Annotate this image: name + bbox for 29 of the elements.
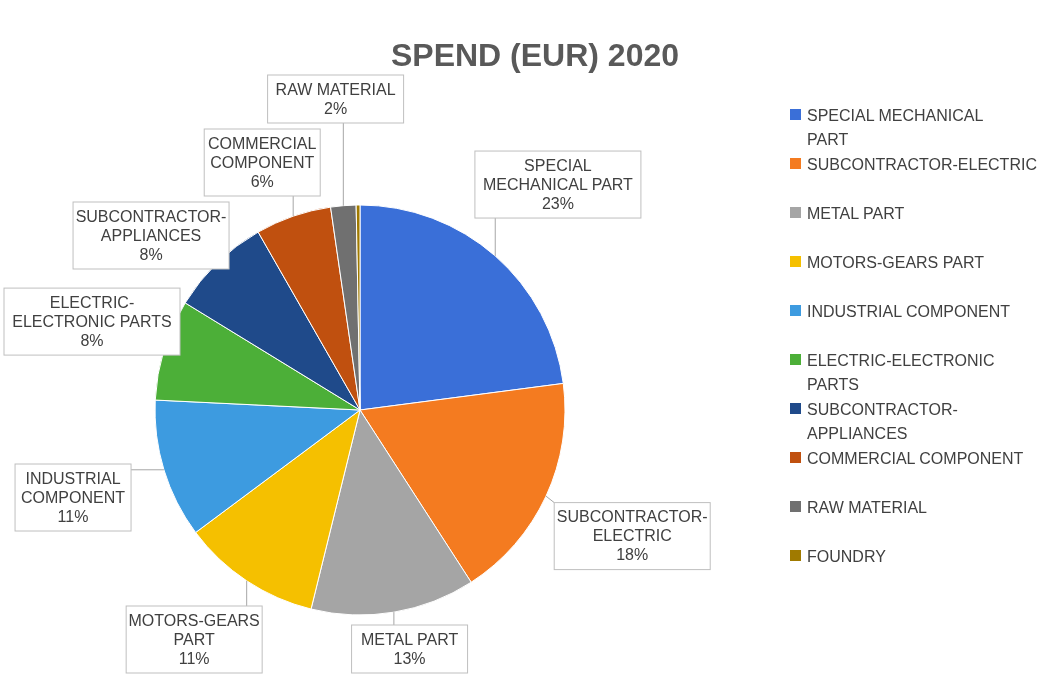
slice-label: METAL PART	[360, 630, 459, 648]
data-label: 13%	[393, 649, 426, 667]
slice-label: INDUSTRIAL COMPONENT	[21, 469, 126, 506]
data-label: 2%	[324, 99, 348, 117]
data-label: 23%	[541, 194, 574, 212]
legend-label: FOUNDRY	[807, 548, 887, 565]
slice-label: ELECTRIC-ELECTRONIC PARTS	[12, 293, 172, 330]
legend-label: RAW MATERIAL	[807, 499, 928, 516]
data-label: 8%	[80, 331, 104, 349]
data-label: 11%	[178, 649, 210, 667]
slice-label: SPECIAL MECHANICAL PART	[482, 156, 634, 193]
data-label: 6%	[250, 172, 274, 190]
legend-label: COMMERCIAL COMPONENT	[807, 450, 1024, 467]
slice-label: COMMERCIAL COMPONENT	[207, 134, 317, 171]
legend-label: INDUSTRIAL COMPONENT	[807, 303, 1011, 320]
legend-label: MOTORS-GEARS PART	[807, 254, 985, 271]
slice-label: RAW MATERIAL	[275, 80, 396, 98]
legend-label: SUBCONTRACTOR-ELECTRIC	[807, 156, 1037, 173]
slice-label: MOTORS-GEARS PART	[128, 611, 260, 648]
slice-label: SUBCONTRACTOR-APPLIANCES	[75, 207, 227, 244]
data-label: 11%	[57, 507, 89, 525]
legend-label: METAL PART	[807, 205, 905, 222]
data-label: 8%	[139, 245, 163, 263]
legend-label: ELECTRIC-ELECTRONIC PARTS	[807, 352, 995, 393]
legend-label: SUBCONTRACTOR-APPLIANCES	[807, 401, 958, 442]
legend-label: SPECIAL MECHANICAL PART	[807, 107, 984, 148]
data-label: 18%	[616, 546, 649, 564]
slice-label: SUBCONTRACTOR-ELECTRIC	[556, 508, 708, 545]
chart-title: SPEND (EUR) 2020	[390, 37, 680, 73]
